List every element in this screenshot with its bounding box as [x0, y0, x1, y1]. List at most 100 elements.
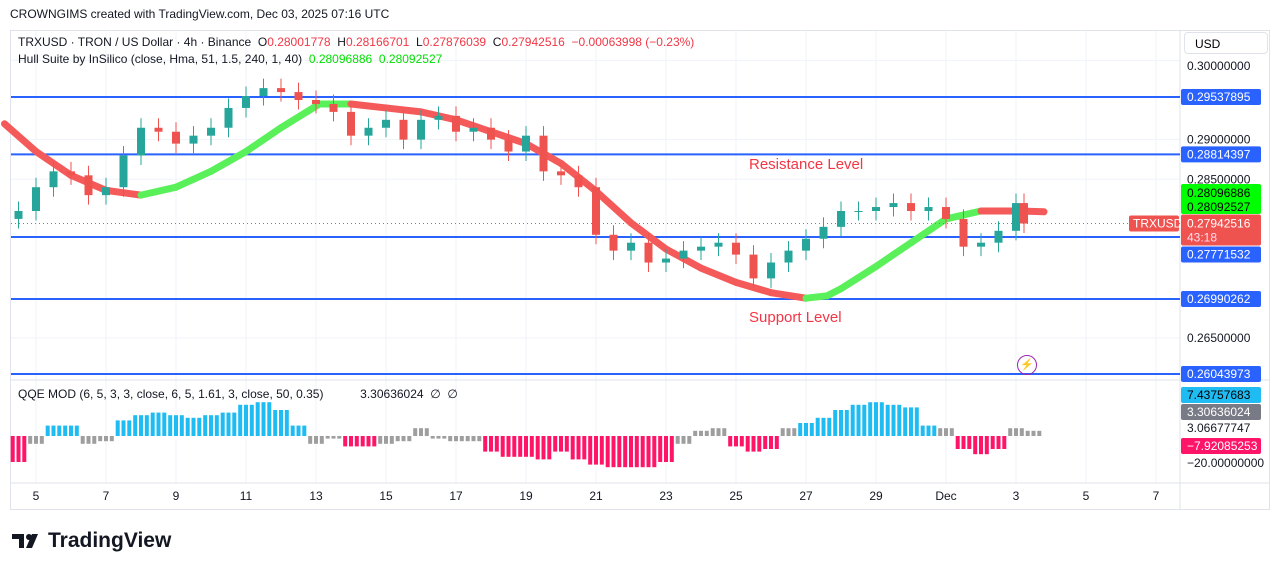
qqe-bar [757, 436, 762, 452]
price-tick: 0.28500000 [1187, 172, 1251, 186]
candle-body [84, 175, 93, 196]
candle-body [119, 155, 128, 188]
qqe-bar [833, 410, 838, 436]
qqe-bar [226, 412, 231, 436]
qqe-bar [389, 436, 394, 444]
candle-body [102, 187, 110, 196]
qqe-bar [22, 436, 27, 462]
symbol-info: TRXUSD · TRON / US Dollar · 4h · Binance [18, 35, 252, 49]
hull-segment [1, 120, 40, 156]
qqe-bar [354, 436, 359, 447]
current-price-label: 0.27942516 [1187, 216, 1251, 230]
qqe-bar [69, 425, 73, 436]
qqe-legend[interactable]: QQE MOD (6, 5, 3, 3, close, 6, 5, 1.61, … [18, 387, 458, 401]
hull-segment [347, 100, 390, 112]
time-tick: 7 [103, 489, 110, 503]
qqe-bar [302, 425, 307, 436]
qqe-bar [238, 404, 243, 436]
qqe-bar [815, 417, 820, 436]
qqe-bar [372, 436, 377, 447]
currency-button[interactable]: USD [1184, 32, 1268, 54]
qqe-bar [652, 436, 657, 468]
level-price-tag [1181, 89, 1261, 105]
candle-body [32, 187, 40, 211]
qqe-bar [675, 436, 680, 444]
qqe-bar [699, 430, 703, 436]
qqe-bar [839, 410, 843, 436]
qqe-bar [448, 436, 453, 442]
qqe-bar [1014, 428, 1018, 436]
qqe-bar [413, 428, 418, 436]
hull-price-label: 0.28096886 [1187, 186, 1251, 200]
qqe-bar [471, 436, 476, 442]
qqe-bar [109, 436, 114, 442]
qqe-bar [459, 436, 464, 442]
level-price-label: 0.29537895 [1187, 90, 1251, 104]
qqe-bar [395, 436, 400, 442]
qqe-bar [856, 404, 861, 436]
hull-segment [242, 124, 285, 156]
time-tick: 15 [379, 489, 393, 503]
qqe-na-1: ∅ [430, 387, 441, 401]
candle-body [294, 92, 303, 101]
qqe-bar [349, 436, 353, 447]
hull-price-tag [1181, 184, 1261, 214]
chart-frame [10, 30, 1270, 510]
candle-body [277, 88, 285, 93]
qqe-bar [139, 415, 143, 436]
qqe-bar [990, 436, 995, 449]
hull-name: Hull Suite by InSilico (close, Hma, 51, … [18, 52, 303, 66]
qqe-bar [63, 425, 68, 436]
qqe-bar [290, 425, 295, 436]
qqe-bar [1037, 430, 1042, 436]
qqe-bar [39, 436, 44, 444]
qqe-bar [897, 404, 902, 436]
hull-legend[interactable]: Hull Suite by InSilico (close, Hma, 51, … [18, 52, 442, 66]
qqe-bar [28, 436, 33, 444]
change-value: −0.00063998 (−0.23%) [571, 35, 695, 49]
candle-body [259, 88, 268, 97]
qqe-bar [821, 417, 826, 436]
qqe-bar [693, 430, 698, 436]
qqe-bar [844, 410, 849, 436]
qqe-bar [646, 436, 651, 468]
price-tick: 0.26500000 [1187, 331, 1251, 345]
qqe-bar [599, 436, 604, 465]
qqe-bar [798, 423, 803, 436]
qqe-bar [669, 436, 674, 462]
candle-body [749, 254, 758, 279]
qqe-bar [687, 436, 692, 444]
time-tick: 23 [659, 489, 673, 503]
level-price-tag [1181, 365, 1261, 382]
qqe-bar [874, 402, 878, 436]
qqe-bar [174, 415, 178, 436]
candle-body [994, 230, 1003, 243]
level-price-label: 0.28814397 [1187, 147, 1251, 161]
candle-body [364, 127, 373, 136]
qqe-bar [384, 436, 388, 444]
open-value: 0.28001778 [267, 35, 331, 49]
hull-segment [907, 215, 950, 247]
candle-body [732, 242, 740, 255]
time-tick: 3 [1013, 489, 1020, 503]
qqe-bar [343, 436, 348, 447]
qqe-value: 3.30636024 [360, 387, 424, 401]
qqe-bar [547, 436, 552, 460]
time-tick: 5 [33, 489, 40, 503]
qqe-bar [273, 410, 278, 436]
candle-body [907, 203, 915, 211]
candle-body [889, 203, 898, 208]
symbol-tag-label: TRXUSD [1133, 216, 1183, 230]
lightning-icon[interactable]: ⚡ [1017, 355, 1037, 375]
qqe-bar [716, 428, 721, 436]
qqe-bar [804, 423, 808, 436]
chart-credit: CROWNGIMS created with TradingView.com, … [10, 7, 390, 21]
candle-body [609, 234, 618, 251]
tradingview-logo[interactable]: TradingView [12, 529, 171, 553]
qqe-bar [203, 415, 208, 436]
qqe-bar [944, 428, 948, 436]
qqe-bar [704, 430, 709, 436]
qqe-bar [319, 436, 324, 444]
time-tick: 13 [309, 489, 323, 503]
